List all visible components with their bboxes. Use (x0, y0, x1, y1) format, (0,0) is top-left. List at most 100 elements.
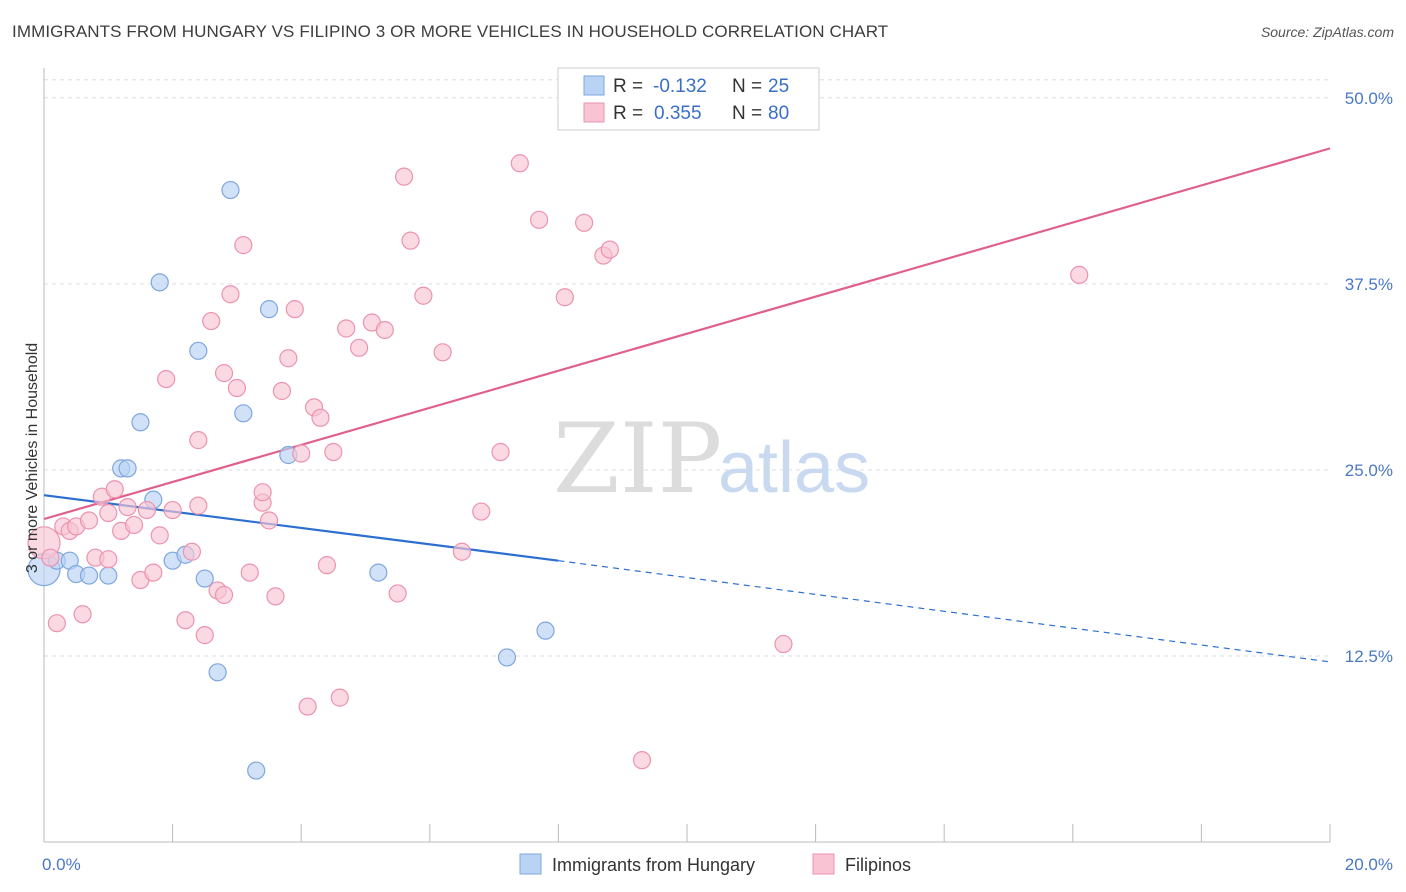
filipino-trend-line (43, 147, 1331, 521)
legend-swatch-filipinos (583, 102, 605, 123)
filipino-point (433, 343, 452, 362)
legend-n-value: 25 (768, 76, 789, 97)
filipino-point (349, 338, 369, 357)
hungary-point (536, 621, 555, 640)
filipino-point (240, 563, 259, 582)
filipino-point (575, 213, 594, 232)
hungary-point (195, 569, 214, 588)
hungary-point (79, 566, 99, 585)
filipino-point (375, 320, 394, 340)
series-label-hungary: Immigrants from Hungary (552, 855, 755, 875)
hungary-point (131, 413, 150, 432)
legend-r-label: R = (613, 103, 643, 124)
filipino-point (163, 500, 182, 520)
filipino-point (324, 442, 343, 462)
filipino-point (99, 503, 118, 523)
axes (43, 68, 1331, 843)
filipino-point (401, 231, 420, 250)
filipino-point (472, 502, 491, 521)
data-points (27, 154, 1089, 780)
filipino-point (221, 285, 240, 304)
legend-r-value: -0.132 (653, 76, 707, 97)
source-credit: Source: ZipAtlas.com (1260, 24, 1394, 40)
hungary-point (118, 459, 137, 478)
filipino-point (1070, 265, 1089, 284)
legend-n-label: N = (732, 103, 762, 124)
y-tick-label: 25.0% (1345, 461, 1393, 480)
filipino-point (105, 480, 124, 499)
filipino-point (124, 515, 144, 535)
filipino-point (144, 563, 163, 582)
filipino-point (330, 688, 349, 707)
hungary-trend-extension (558, 560, 1331, 663)
filipino-point (414, 286, 433, 305)
filipino-point (137, 500, 156, 520)
x-tick-label: 0.0% (42, 855, 81, 874)
y-tick-label: 37.5% (1345, 275, 1393, 294)
y-tick-label: 12.5% (1345, 647, 1393, 666)
hungary-point (247, 761, 266, 780)
filipino-point (41, 548, 60, 567)
hungary-point (221, 180, 240, 200)
hungary-point (369, 563, 388, 582)
hungary-point (150, 273, 169, 292)
filipino-point (150, 526, 169, 545)
chart-title: IMMIGRANTS FROM HUNGARY VS FILIPINO 3 OR… (12, 22, 889, 41)
filipino-point (452, 542, 472, 561)
filipino-point (182, 542, 201, 561)
filipino-point (189, 431, 208, 450)
filipino-point (298, 697, 317, 716)
series-swatch-hungary (519, 853, 542, 875)
filipino-point (632, 751, 652, 770)
filipino-point (285, 300, 304, 319)
filipino-point (234, 236, 253, 255)
filipino-point (47, 614, 66, 633)
filipino-point (510, 154, 529, 173)
stats-legend: R = -0.132 N = 25 R = 0.355 N = 80 (557, 67, 820, 131)
filipino-point (266, 587, 285, 606)
filipino-point (279, 349, 298, 368)
tick-labels: 12.5% 25.0% 37.5% 50.0% 0.0% 20.0% (42, 89, 1393, 874)
y-axis-label: 3 or more Vehicles in Household (24, 343, 41, 573)
filipino-point (227, 378, 246, 398)
hungary-point (497, 648, 517, 667)
legend-n-label: N = (732, 76, 762, 97)
watermark-atlas: atlas (718, 428, 870, 508)
filipino-point (157, 369, 176, 389)
filipino-point (176, 611, 195, 630)
x-tick-label: 20.0% (1345, 855, 1393, 874)
hungary-point (259, 300, 279, 319)
grid-lines (44, 79, 1330, 657)
hungary-point (189, 341, 208, 360)
filipino-point (189, 496, 208, 515)
series-label-filipinos: Filipinos (845, 855, 911, 875)
y-tick-label: 50.0% (1345, 89, 1393, 108)
legend-r-label: R = (613, 76, 643, 97)
filipino-point (202, 311, 221, 331)
filipino-point (530, 210, 549, 229)
legend-r-value: 0.355 (654, 103, 702, 124)
filipino-point (99, 550, 118, 569)
filipino-point (292, 444, 311, 463)
hungary-point (99, 566, 118, 585)
filipino-point (337, 319, 356, 338)
filipino-point (491, 442, 510, 462)
hungary-point (208, 663, 227, 682)
series-legend: Immigrants from Hungary Filipinos (519, 853, 911, 875)
series-swatch-filipinos (812, 853, 835, 875)
filipino-point (253, 483, 272, 502)
watermark-zip: ZIP (553, 403, 722, 515)
legend-swatch-hungary (583, 75, 605, 96)
filipino-point (317, 556, 337, 575)
filipino-point (555, 288, 574, 307)
filipino-point (79, 511, 99, 530)
filipino-point (394, 167, 414, 186)
filipino-point (311, 408, 330, 427)
legend-n-value: 80 (768, 103, 789, 124)
filipino-point (118, 497, 137, 517)
filipino-point (73, 605, 92, 624)
hungary-point (234, 404, 253, 423)
filipino-point (774, 634, 793, 654)
filipino-point (388, 584, 407, 603)
